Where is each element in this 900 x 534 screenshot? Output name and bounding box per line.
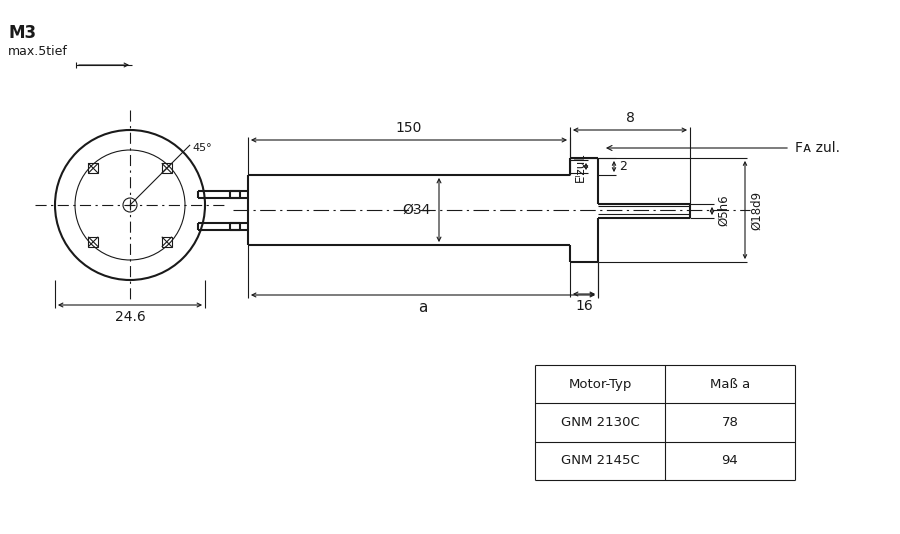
Text: 45°: 45° [192,143,211,153]
Text: M3: M3 [8,24,36,42]
Text: 94: 94 [722,454,738,467]
Text: GNM 2130C: GNM 2130C [561,416,639,429]
Text: Ø5h6: Ø5h6 [717,194,730,226]
Bar [88,237,98,247]
Bar [162,237,172,247]
Text: 150: 150 [396,121,422,135]
Text: 2: 2 [619,160,627,173]
Text: 78: 78 [722,416,738,429]
Text: Eᴵzul.: Eᴵzul. [574,151,587,182]
Text: a: a [418,300,427,315]
Text: 24.6: 24.6 [114,310,146,324]
Text: Maß a: Maß a [710,378,750,391]
Text: Motor-Typ: Motor-Typ [568,378,632,391]
Text: Fᴀ zul.: Fᴀ zul. [795,141,840,155]
Bar [88,163,98,173]
Text: 8: 8 [626,111,634,125]
Bar [162,163,172,173]
Text: max.5tief: max.5tief [8,45,68,58]
Text: Ø18d9: Ø18d9 [750,191,763,230]
Text: GNM 2145C: GNM 2145C [561,454,639,467]
Text: Ø34: Ø34 [402,203,431,217]
Text: 16: 16 [575,299,593,313]
